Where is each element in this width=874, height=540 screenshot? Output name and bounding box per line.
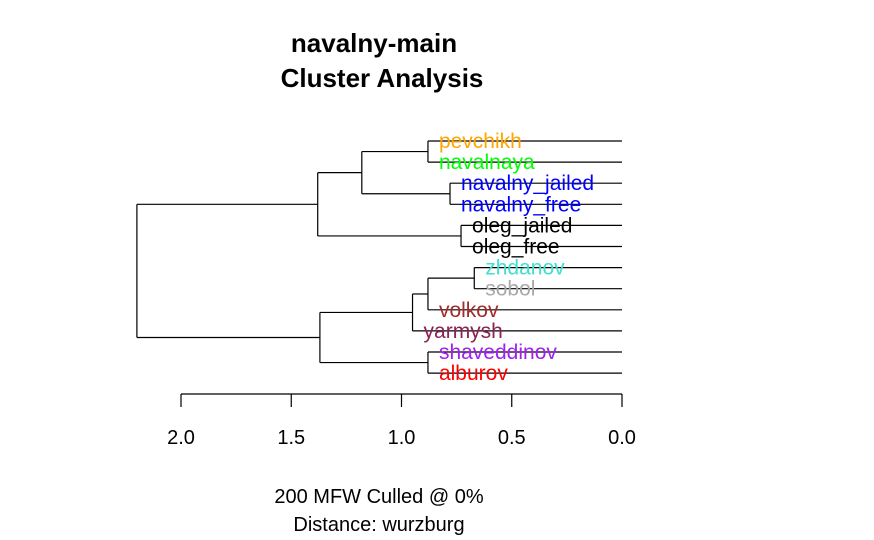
leaf-label-pevchikh: pevchikh (439, 130, 522, 153)
chart-title-line-2: Cluster Analysis (281, 63, 484, 93)
x-axis: 2.0 1.5 1.0 0.5 0.0 (167, 393, 636, 449)
x-tick-label: 1.5 (277, 427, 305, 449)
subtitle-line-2: Distance: wurzburg (293, 514, 464, 536)
leaf-label-volkov: volkov (439, 299, 499, 322)
leaf-label-sobol: sobol (485, 278, 535, 301)
x-tick-label: 0.0 (608, 427, 636, 449)
chart-title-line-1: navalny-main (291, 28, 457, 58)
leaf-label-alburov: alburov (439, 362, 508, 385)
subtitle-line-1: 200 MFW Culled @ 0% (274, 486, 483, 508)
leaf-label-shaveddinov: shaveddinov (439, 341, 557, 364)
x-tick-label: 1.0 (388, 427, 416, 449)
x-tick-label: 0.5 (498, 427, 526, 449)
leaf-label-oleg-free: oleg_free (472, 236, 560, 259)
leaf-label-navalnaya: navalnaya (439, 151, 535, 174)
leaf-labels: pevchikhnavalnayanavalny_jailednavalny_f… (424, 130, 595, 385)
dendrogram-branches (136, 140, 622, 374)
leaf-label-yarmysh: yarmysh (424, 320, 503, 343)
leaf-label-navalny-free: navalny_free (461, 193, 581, 216)
x-tick-label: 2.0 (167, 427, 195, 449)
leaf-label-oleg-jailed: oleg_jailed (472, 214, 572, 237)
leaf-label-navalny-jailed: navalny_jailed (461, 172, 594, 195)
leaf-label-zhdanov: zhdanov (485, 257, 565, 280)
